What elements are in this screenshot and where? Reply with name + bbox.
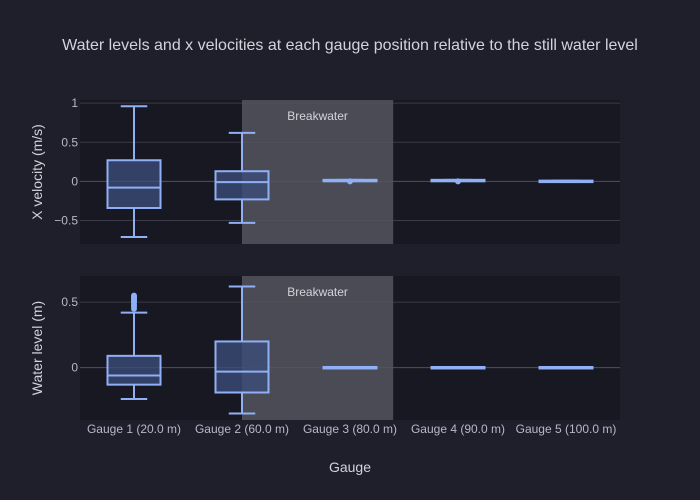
y-tick-label: 0	[71, 361, 78, 375]
y-tick-label: −0.5	[54, 214, 78, 228]
box-5	[538, 365, 594, 370]
subplot-2: 0 0.5 Breakwater Water level (m)	[29, 276, 620, 420]
box-2	[214, 285, 270, 415]
box-body	[214, 340, 270, 394]
x-axis-label: Gauge	[329, 459, 371, 475]
box-4	[430, 365, 486, 370]
box-1	[106, 292, 162, 401]
box-body	[106, 159, 162, 209]
box-body	[214, 170, 270, 201]
breakwater-label: Breakwater	[287, 109, 348, 123]
breakwater-label: Breakwater	[287, 285, 348, 299]
outlier-point	[131, 292, 137, 299]
box-3	[322, 178, 378, 185]
outlier-point	[347, 178, 353, 185]
box-2	[214, 131, 270, 224]
outlier-point	[455, 178, 461, 185]
x-tick-label: Gauge 4 (90.0 m)	[411, 422, 505, 436]
box-1	[106, 105, 162, 238]
y-tick-label: 0.5	[61, 135, 78, 149]
x-tick-label: Gauge 1 (20.0 m)	[87, 422, 181, 436]
y-axis-label: Water level (m)	[29, 301, 45, 395]
box-4	[430, 178, 486, 185]
box-5	[538, 179, 594, 184]
y-axis-label: X velocity (m/s)	[29, 124, 45, 220]
y-tick-label: 1	[71, 96, 78, 110]
x-tick-label: Gauge 3 (80.0 m)	[303, 422, 397, 436]
y-tick-label: 0	[71, 174, 78, 188]
box-3	[322, 365, 378, 370]
x-tick-label: Gauge 5 (100.0 m)	[516, 422, 617, 436]
x-tick-label: Gauge 2 (60.0 m)	[195, 422, 289, 436]
y-tick-label: 0.5	[61, 295, 78, 309]
box-body	[106, 354, 162, 386]
subplot-1: −0.5 0 0.5 1 Breakwater X velocity (m/s)	[29, 96, 620, 244]
chart-title: Water levels and x velocities at each ga…	[62, 37, 638, 54]
